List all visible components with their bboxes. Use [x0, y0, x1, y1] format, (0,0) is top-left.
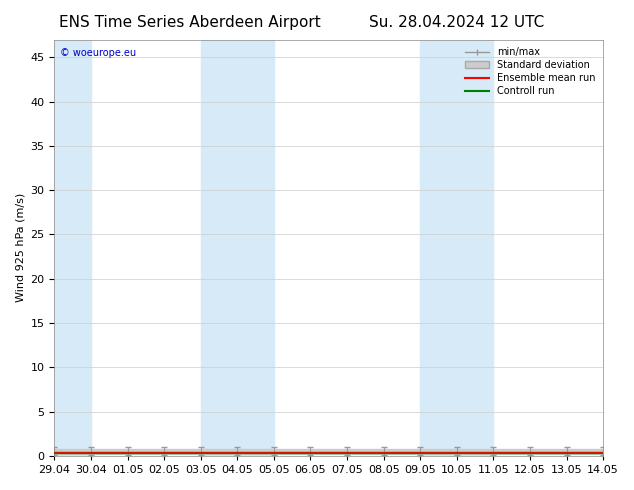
Legend: min/max, Standard deviation, Ensemble mean run, Controll run: min/max, Standard deviation, Ensemble me… [462, 45, 598, 99]
Y-axis label: Wind 925 hPa (m/s): Wind 925 hPa (m/s) [15, 193, 25, 302]
Text: Su. 28.04.2024 12 UTC: Su. 28.04.2024 12 UTC [369, 15, 544, 30]
Bar [201, 40, 274, 456]
Text: © woeurope.eu: © woeurope.eu [60, 48, 136, 58]
Bar [55, 40, 91, 456]
Text: ENS Time Series Aberdeen Airport: ENS Time Series Aberdeen Airport [60, 15, 321, 30]
Bar [420, 40, 493, 456]
